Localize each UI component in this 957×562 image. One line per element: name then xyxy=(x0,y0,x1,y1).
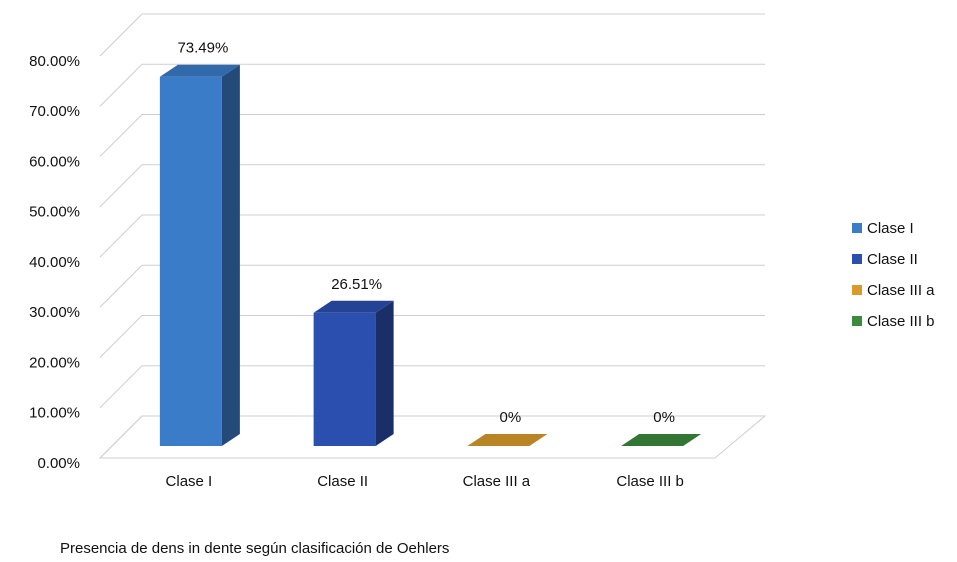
grid-line xyxy=(99,114,765,157)
x-tick-label: Clase II xyxy=(317,473,368,490)
y-tick-label: 30.00% xyxy=(29,304,80,321)
value-label: 73.49% xyxy=(177,40,228,57)
legend-swatch xyxy=(852,285,862,295)
legend-label: Clase II xyxy=(867,251,918,268)
bar-top xyxy=(467,434,548,446)
grid-line xyxy=(99,63,765,107)
grid-line xyxy=(99,13,765,57)
x-tick-label: Clase III b xyxy=(616,473,684,490)
y-tick-label: 10.00% xyxy=(29,405,80,422)
y-tick-label: 20.00% xyxy=(29,354,80,371)
value-label: 0% xyxy=(653,409,675,426)
bar-side xyxy=(221,64,240,446)
value-label: 26.51% xyxy=(331,276,382,293)
y-tick-label: 70.00% xyxy=(29,103,80,120)
bar-top xyxy=(621,434,702,446)
x-tick-label: Clase I xyxy=(166,473,213,490)
legend-label: Clase III b xyxy=(867,313,935,330)
y-tick-label: 60.00% xyxy=(29,153,80,170)
legend-label: Clase I xyxy=(867,220,914,237)
bar-top xyxy=(313,300,394,313)
grid-line xyxy=(99,264,765,308)
x-tick-label: Clase III a xyxy=(463,473,531,490)
bar xyxy=(159,76,222,446)
bar-top xyxy=(159,64,240,77)
y-tick-label: 0.00% xyxy=(37,455,80,472)
legend-swatch xyxy=(852,223,862,233)
bar xyxy=(313,312,376,446)
grid-line xyxy=(99,365,765,409)
chart-title: Presencia de dens in dente según clasifi… xyxy=(60,540,449,557)
grid-line xyxy=(99,164,765,208)
y-tick-label: 80.00% xyxy=(29,53,80,70)
floor xyxy=(98,415,767,459)
grid-line xyxy=(99,214,765,258)
y-tick-label: 50.00% xyxy=(29,204,80,221)
legend-swatch xyxy=(852,254,862,264)
bar-side xyxy=(375,300,394,446)
grid-line xyxy=(99,315,765,358)
value-label: 0% xyxy=(500,409,522,426)
legend-label: Clase III a xyxy=(867,282,935,299)
legend-swatch xyxy=(852,316,862,326)
y-tick-label: 40.00% xyxy=(29,254,80,271)
